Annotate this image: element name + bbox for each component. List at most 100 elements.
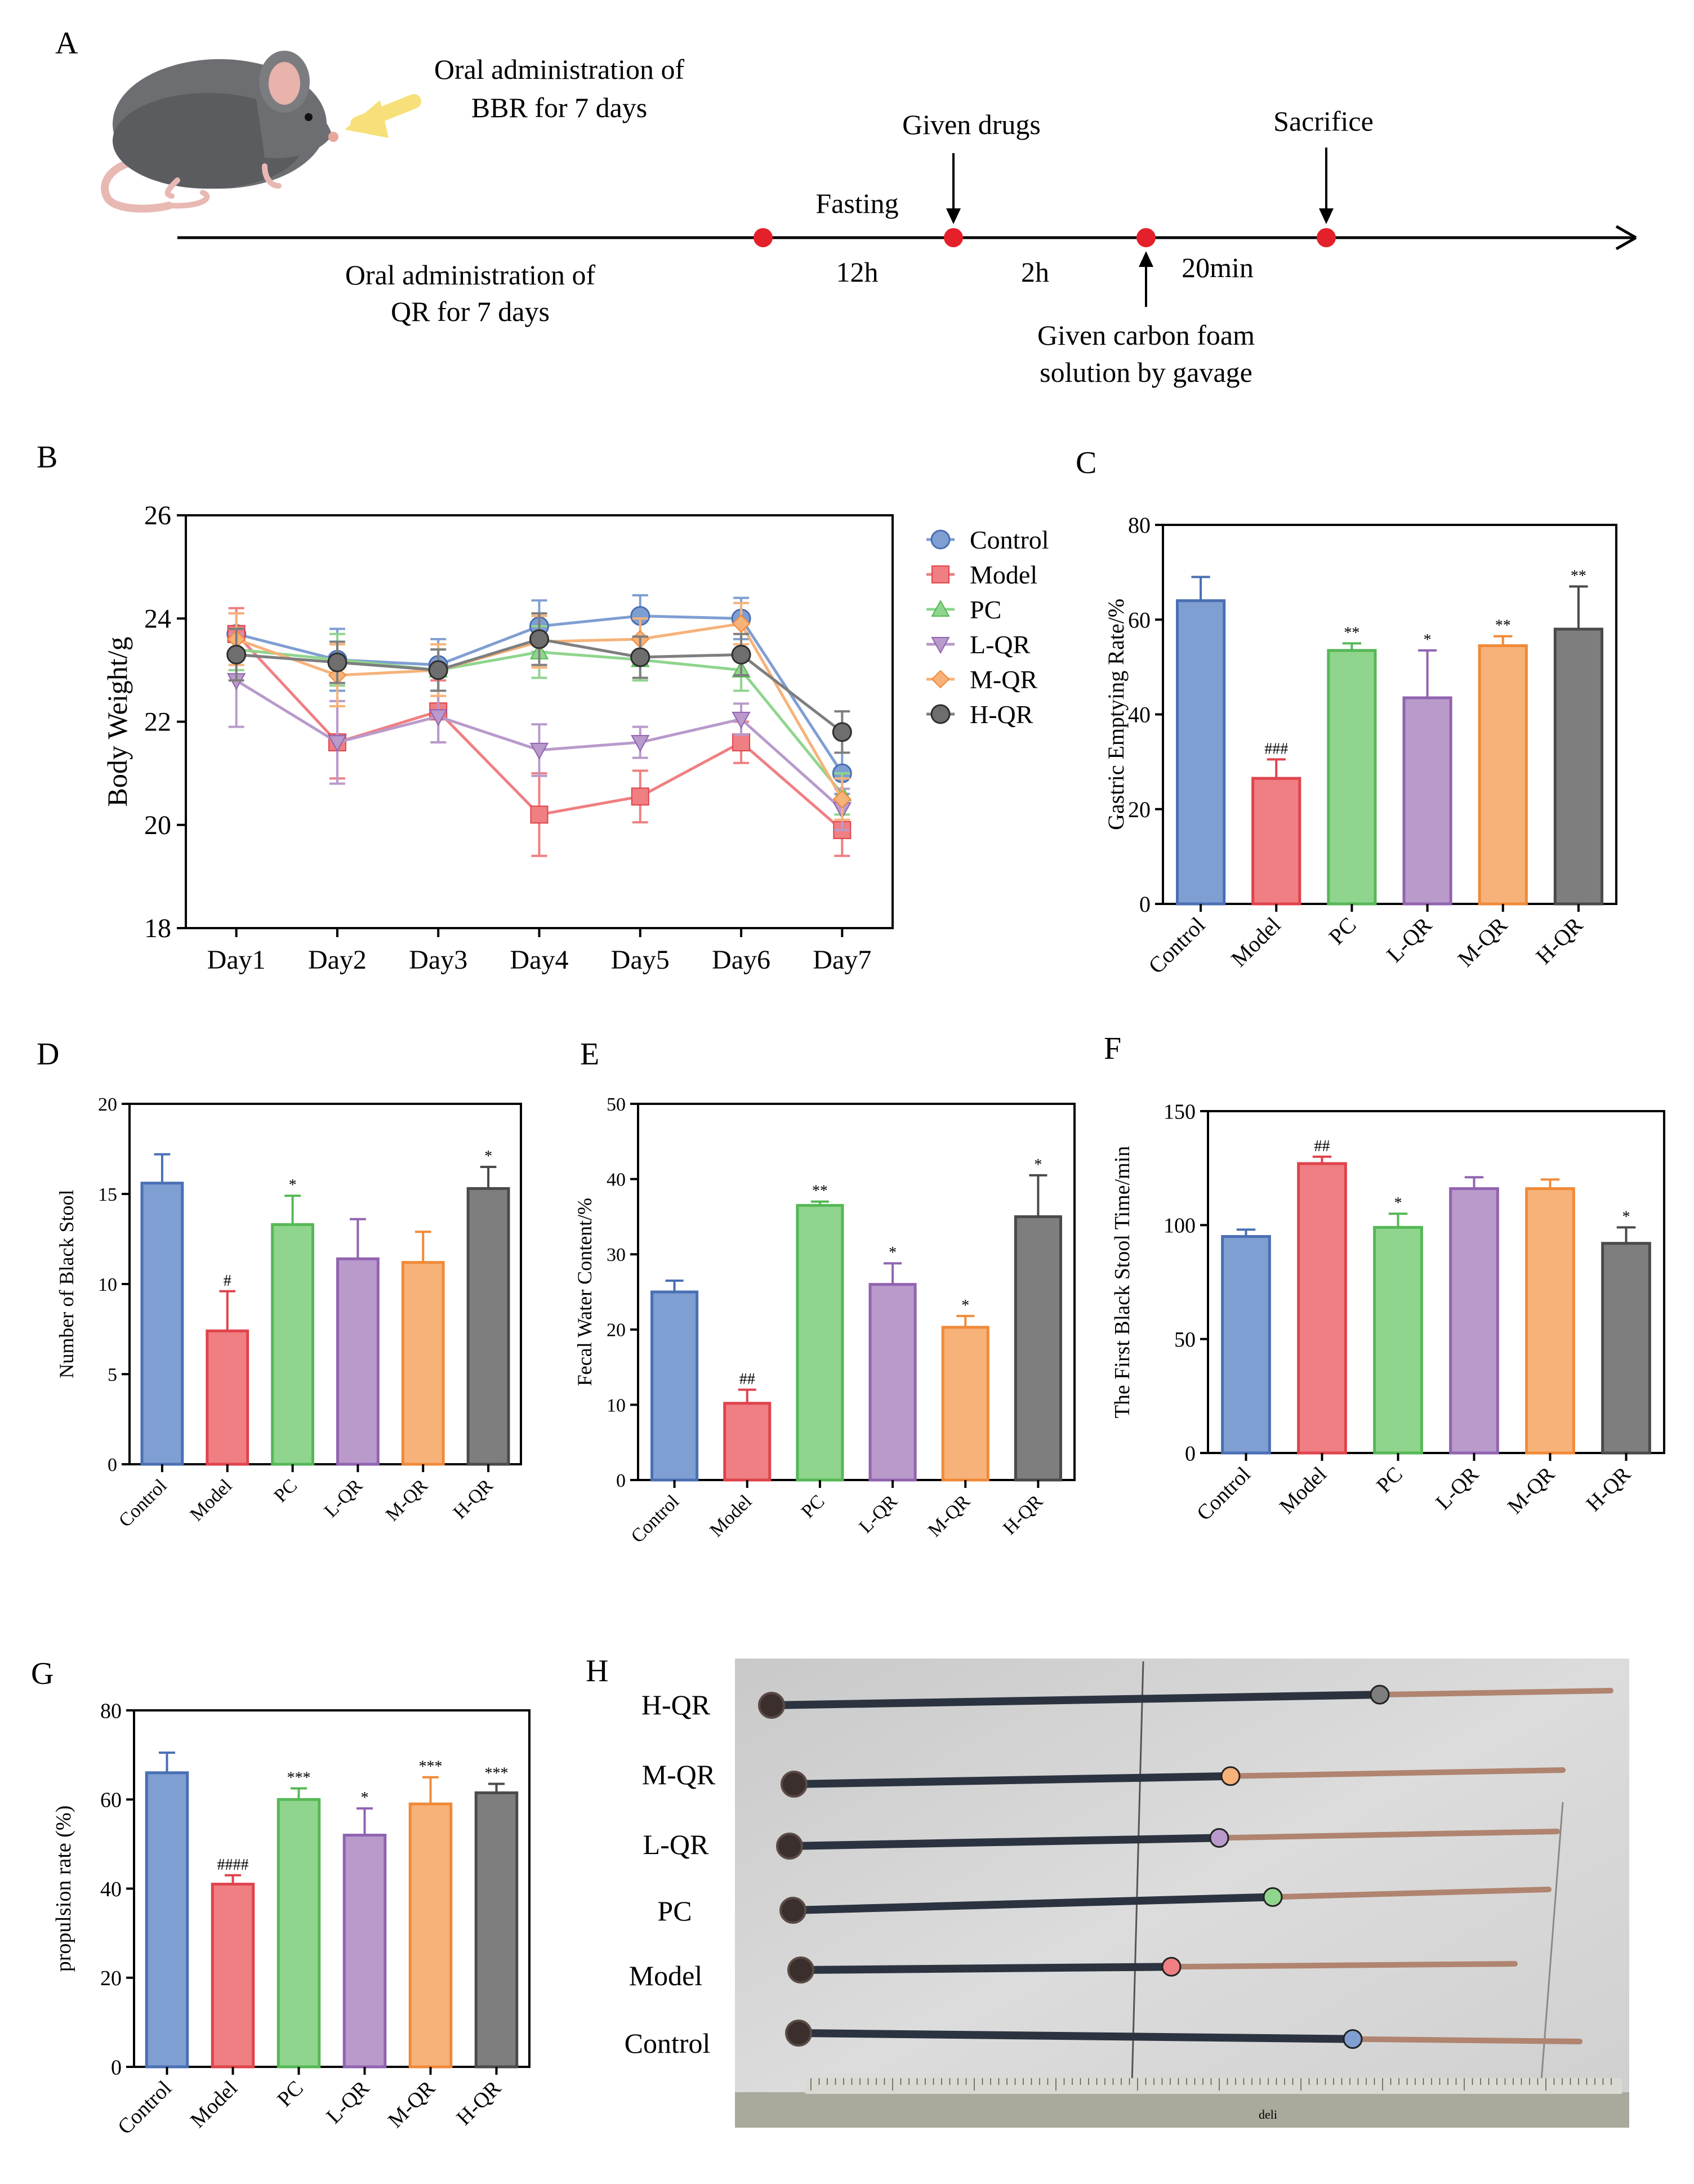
bar-l-qr (1402, 696, 1452, 906)
intestine-light-m-qr (1228, 1767, 1566, 1779)
x-tick-label: M-QR (382, 1475, 432, 1525)
timeline-arrowhead (1615, 225, 1637, 251)
x-tick-label: L-QR (1381, 912, 1437, 967)
panel-label-a: A (55, 26, 78, 61)
stomach-l-qr (776, 1833, 803, 1860)
marker-h-qr (1370, 1684, 1390, 1705)
ruler (735, 2092, 1629, 2128)
x-tick-label: Model (186, 2076, 242, 2133)
photo-label-model: Model (629, 1960, 703, 1991)
x-tick-label: Day1 (207, 945, 266, 975)
legend-marker (931, 565, 949, 583)
legend-marker (930, 704, 951, 724)
bar-h-qr (1014, 1215, 1062, 1482)
y-tick-label: 50 (1174, 1328, 1196, 1352)
bar-control (650, 1290, 699, 1482)
significance-label: * (1394, 1194, 1402, 1212)
y-tick-label: 26 (144, 501, 171, 531)
y-tick-label: 0 (111, 2056, 122, 2079)
bar-model (211, 1883, 255, 2069)
photo-label-hqr: H-QR (641, 1689, 711, 1721)
data-point-model (631, 787, 649, 806)
intestine-dark-model (797, 1963, 1175, 1974)
bar-l-qr (868, 1283, 917, 1482)
bar-control (1175, 599, 1226, 906)
bar-l-qr (336, 1257, 380, 1466)
y-tick-label: 0 (108, 1455, 117, 1476)
photo-label-control: Control (625, 2027, 711, 2059)
x-tick-label: Control (1192, 1463, 1255, 1526)
chart-e-fecal-water: 0 10 20 30 40 50 Fecal Water Content/% Control #… (573, 1094, 1076, 1547)
fasting-time: 12h (836, 256, 879, 288)
y-tick-label: 24 (144, 604, 171, 634)
y-tick-label: 22 (144, 707, 171, 737)
y-tick-label: 20 (144, 810, 171, 840)
x-tick-label: L-QR (320, 1475, 367, 1521)
significance-label: *** (485, 1765, 509, 1782)
x-tick-label: L-QR (1431, 1462, 1483, 1514)
bar-model (1297, 1162, 1347, 1455)
bar-h-qr (1553, 627, 1604, 906)
bar-pc (277, 1798, 321, 2069)
x-tick-label: Control (627, 1491, 684, 1547)
y-tick-label: 40 (607, 1170, 626, 1191)
plot-frame (128, 1103, 522, 1465)
significance-label: ## (1314, 1138, 1330, 1155)
marker-l-qr (1209, 1828, 1229, 1848)
legend-marker (931, 670, 950, 689)
x-tick-label: Model (1226, 912, 1286, 972)
y-tick-label: 30 (607, 1245, 626, 1265)
marker-m-qr (1220, 1766, 1241, 1786)
timeline-dot-sacrifice (1317, 228, 1336, 247)
fasting-label: Fasting (815, 188, 898, 219)
significance-label: * (889, 1244, 897, 1262)
y-tick-label: 60 (100, 1789, 122, 1812)
timeline-dot-carbon (1136, 228, 1156, 247)
significance-label: * (484, 1148, 492, 1165)
bar-l-qr (1449, 1187, 1499, 1455)
bar-pc (1373, 1225, 1423, 1455)
panel-label-g: G (31, 1656, 54, 1691)
bar-m-qr (1478, 644, 1528, 906)
significance-label: ** (1571, 567, 1586, 585)
chart-b-body-weight: 18 20 22 24 26 Body Weight/g Day1 Day2 Day3 Day4 D… (101, 501, 1049, 975)
plot-frame (637, 1103, 1076, 1481)
chart-g-propulsion-rate: 0 20 40 60 80 propulsion rate (%) Control #### M… (52, 1699, 531, 2140)
data-point-h-qr (428, 660, 448, 680)
significance-label: ** (1344, 624, 1359, 641)
bar-m-qr (408, 1802, 453, 2069)
stomach-h-qr (758, 1692, 785, 1719)
y-tick-label: 20 (1128, 797, 1151, 822)
x-tick-label: M-QR (1452, 912, 1512, 971)
photo-label-mqr: M-QR (642, 1759, 716, 1790)
y-tick-label: 15 (98, 1184, 117, 1205)
y-tick-label: 20 (100, 1967, 122, 1990)
carbon-line1: Given carbon foam (1037, 319, 1255, 351)
qr-caption-line2: QR for 7 days (391, 296, 550, 327)
data-point-h-qr (630, 647, 650, 667)
y-tick-label: 0 (1139, 892, 1151, 917)
intestine-light-h-qr (1377, 1688, 1613, 1698)
data-point-l-qr (429, 709, 448, 726)
significance-label: * (289, 1176, 297, 1194)
x-tick-label: Control (113, 2076, 176, 2140)
bar-control (140, 1182, 184, 1466)
timeline-dot-start-fasting (754, 228, 773, 247)
bar-control (1221, 1235, 1271, 1455)
photo-label-lqr: L-QR (643, 1829, 709, 1860)
mouse-caption-line1: Oral administration of (434, 54, 685, 85)
significance-label: *** (419, 1758, 443, 1776)
x-tick-label: Model (186, 1475, 236, 1525)
significance-label: * (961, 1297, 969, 1314)
y-tick-label: 80 (1128, 512, 1151, 538)
y-tick-label: 0 (616, 1470, 626, 1491)
y-axis-label: propulsion rate (%) (52, 1806, 75, 1972)
x-tick-label: L-QR (855, 1491, 901, 1537)
x-tick-label: Model (706, 1491, 756, 1541)
marker-model (1161, 1956, 1182, 1977)
data-point-l-qr (631, 735, 650, 752)
x-tick-label: PC (797, 1491, 829, 1522)
stomach-model (787, 1956, 814, 1984)
intestine-light-pc (1270, 1887, 1552, 1900)
y-axis-label: Gastric Emptying Rate/% (1103, 599, 1129, 830)
